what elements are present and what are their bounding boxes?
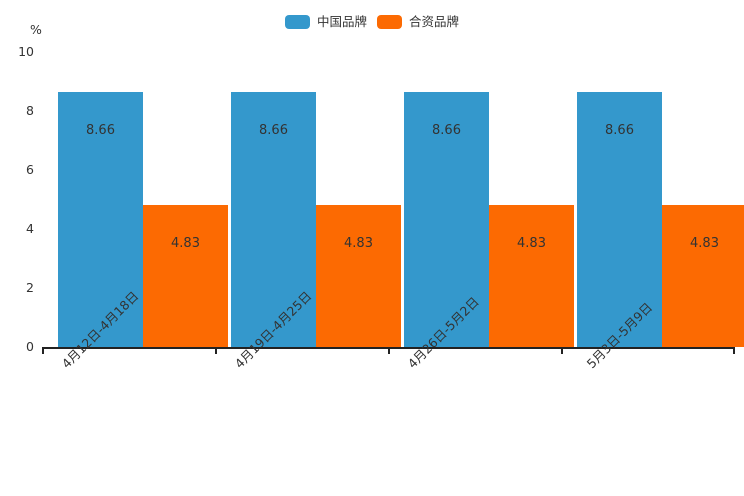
bar-china-brand-group-4[interactable]: 8.66 — [577, 91, 662, 347]
bar-value-label: 8.66 — [86, 122, 115, 138]
y-axis-unit-label: % — [30, 22, 42, 37]
y-tick-0: 0 — [26, 338, 34, 354]
x-axis-tick-start — [42, 347, 44, 354]
legend-item-china-brand[interactable]: 中国品牌 — [284, 13, 367, 29]
bar-joint-venture-brand-group-2[interactable]: 4.83 — [316, 204, 401, 347]
y-tick-10: 10 — [18, 43, 34, 59]
legend-label-china-brand: 中国品牌 — [316, 13, 367, 29]
x-axis-tick-1 — [215, 347, 217, 354]
bars-container: 8.66 4.83 8.66 4.83 8.66 4.83 8.66 — [58, 91, 744, 347]
legend-label-joint-venture-brand: 合资品牌 — [409, 13, 460, 29]
chart-legend: 中国品牌 合资品牌 — [0, 10, 744, 34]
y-tick-4: 4 — [26, 220, 34, 236]
bar-joint-venture-brand-group-4[interactable]: 4.83 — [662, 204, 744, 347]
bar-china-brand-group-3[interactable]: 8.66 — [404, 91, 489, 347]
y-tick-6: 6 — [26, 161, 34, 177]
x-axis-tick-3 — [561, 347, 563, 354]
bar-joint-venture-brand-group-1[interactable]: 4.83 — [143, 204, 228, 347]
bar-value-label: 4.83 — [690, 235, 719, 251]
y-tick-2: 2 — [26, 279, 34, 295]
y-axis-tick-labels: 10 8 6 4 2 0 — [4, 0, 34, 496]
bar-china-brand-group-2[interactable]: 8.66 — [231, 91, 316, 347]
legend-swatch-china-brand — [284, 15, 310, 29]
bar-value-label: 4.83 — [517, 235, 546, 251]
legend-item-joint-venture-brand[interactable]: 合资品牌 — [377, 15, 459, 29]
legend-swatch-joint-venture-brand — [377, 15, 402, 29]
x-axis-tick-end — [733, 347, 735, 354]
bar-value-label: 4.83 — [171, 235, 200, 251]
bar-value-label: 8.66 — [432, 122, 461, 138]
bar-value-label: 4.83 — [344, 235, 373, 251]
bar-joint-venture-brand-group-3[interactable]: 4.83 — [489, 204, 574, 347]
bar-china-brand-group-1[interactable]: 8.66 — [58, 91, 143, 347]
bar-value-label: 8.66 — [605, 122, 634, 138]
bar-value-label: 8.66 — [259, 122, 288, 138]
y-tick-8: 8 — [26, 102, 34, 118]
x-axis-tick-2 — [388, 347, 390, 354]
